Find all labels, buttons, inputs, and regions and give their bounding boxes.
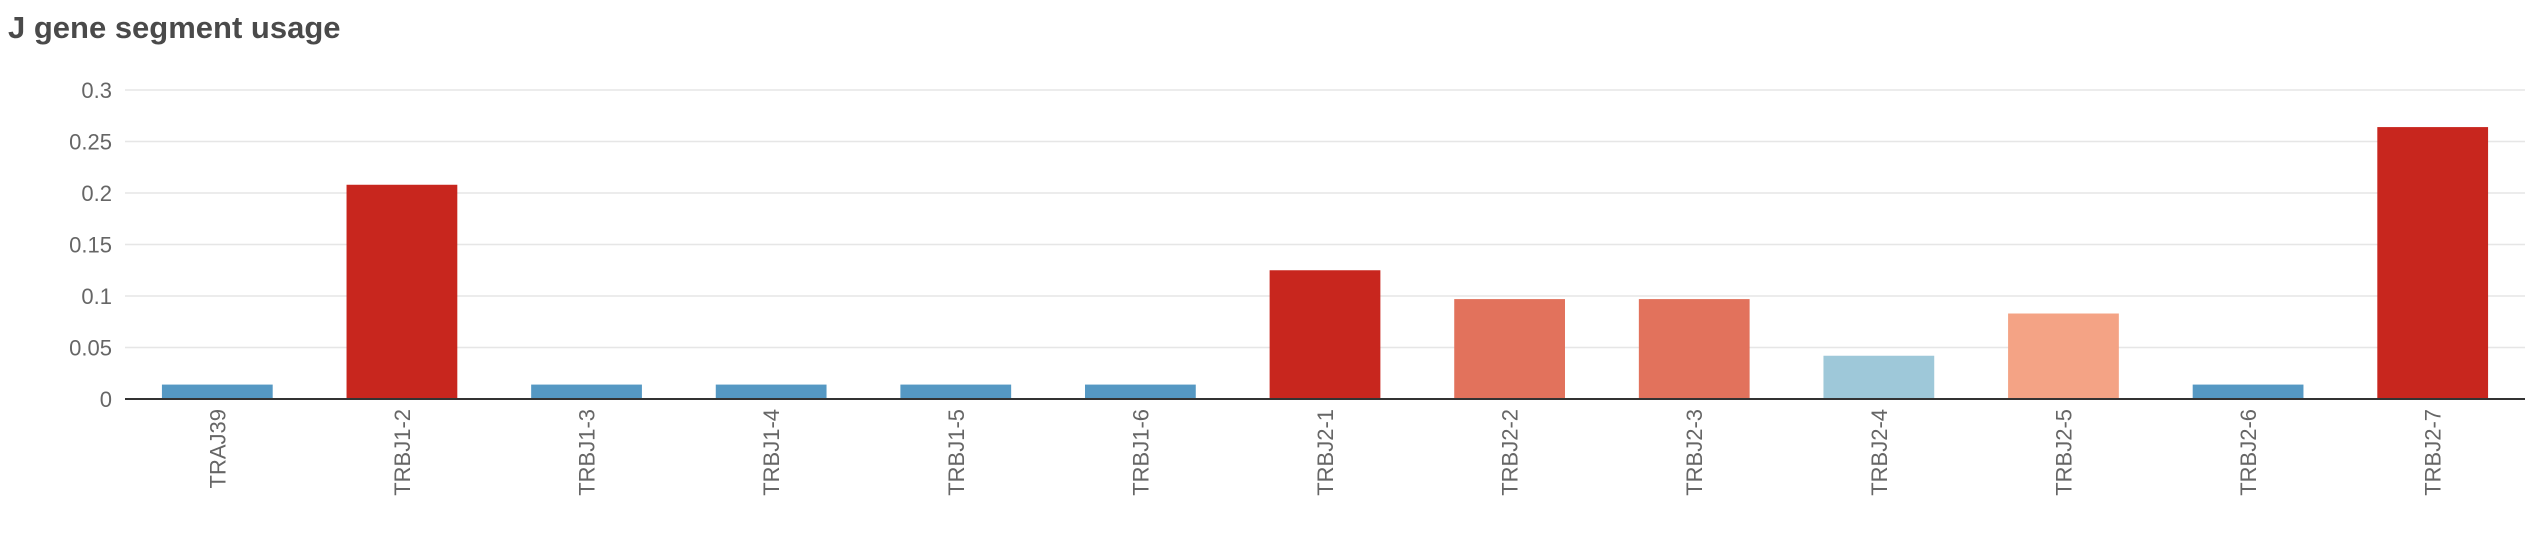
y-tick-label: 0.1 — [81, 284, 112, 309]
bar-trbj1-5[interactable] — [900, 384, 1012, 399]
x-axis-ticks: TRAJ39 TRBJ1-2 TRBJ1-3 TRBJ1-4 TRBJ1-5 TRBJ1-… — [205, 409, 2445, 496]
x-tick-label: TRBJ1-3 — [575, 409, 600, 496]
bar-trbj2-2[interactable] — [1454, 299, 1565, 399]
bar-trbj2-4[interactable] — [1823, 355, 1935, 399]
x-tick-label: TRBJ2-4 — [1867, 409, 1892, 496]
x-tick-label: TRBJ1-2 — [390, 409, 415, 496]
x-tick-label: TRBJ1-6 — [1128, 409, 1153, 496]
bar-trbj1-6[interactable] — [1085, 384, 1196, 399]
y-tick-label: 0.2 — [81, 181, 112, 206]
y-tick-label: 0.05 — [69, 336, 112, 361]
y-tick-label: 0.3 — [81, 78, 112, 103]
x-tick-label: TRBJ2-7 — [2421, 409, 2446, 496]
bar-traj39[interactable] — [161, 384, 273, 399]
bar-trbj1-2[interactable] — [346, 184, 458, 399]
bar-trbj2-7[interactable] — [2377, 127, 2489, 399]
bars — [161, 127, 2489, 399]
x-tick-label: TRBJ2-5 — [2051, 409, 2076, 496]
x-tick-label: TRBJ1-5 — [944, 409, 969, 496]
bar-trbj1-3[interactable] — [531, 384, 642, 399]
y-tick-label: 0.15 — [69, 233, 112, 258]
x-tick-label: TRBJ2-1 — [1313, 409, 1338, 496]
y-axis-ticks: 0 0.05 0.1 0.15 0.2 0.25 0.3 — [69, 78, 112, 412]
x-tick-label: TRBJ2-2 — [1498, 409, 1523, 496]
bar-trbj2-1[interactable] — [1269, 270, 1381, 399]
chart-title: J gene segment usage — [8, 10, 341, 45]
bar-trbj2-5[interactable] — [2008, 313, 2119, 399]
x-tick-label: TRAJ39 — [205, 409, 230, 488]
y-tick-label: 0.25 — [69, 130, 112, 155]
x-tick-label: TRBJ2-6 — [2236, 409, 2261, 496]
bar-trbj2-3[interactable] — [1638, 299, 1750, 399]
bar-trbj2-6[interactable] — [2192, 384, 2304, 399]
y-tick-label: 0 — [100, 387, 112, 412]
bar-trbj1-4[interactable] — [715, 384, 827, 399]
x-tick-label: TRBJ1-4 — [759, 409, 784, 496]
x-tick-label: TRBJ2-3 — [1682, 409, 1707, 496]
